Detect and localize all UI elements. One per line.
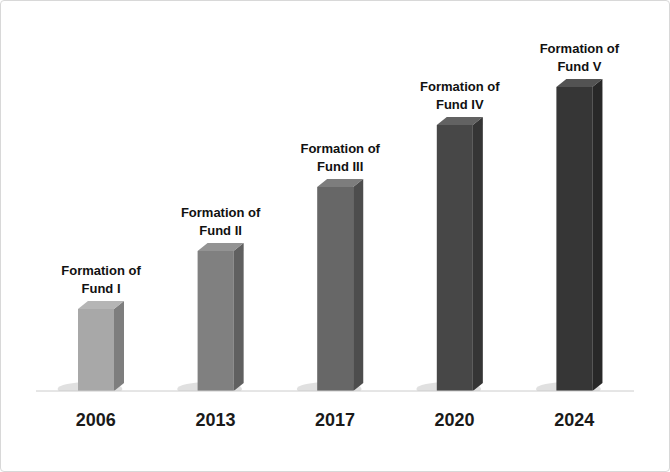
svg-text:2020: 2020 (435, 410, 475, 430)
svg-text:2024: 2024 (554, 410, 594, 430)
svg-text:2017: 2017 (315, 410, 355, 430)
svg-text:Formation ofFund II: Formation ofFund II (181, 205, 261, 238)
svg-text:Formation ofFund IV: Formation ofFund IV (420, 79, 500, 112)
svg-text:2006: 2006 (76, 410, 116, 430)
svg-text:Formation ofFund V: Formation ofFund V (540, 41, 620, 74)
svg-text:Formation ofFund III: Formation ofFund III (300, 141, 380, 174)
svg-text:Formation ofFund I: Formation ofFund I (61, 263, 141, 296)
svg-text:2013: 2013 (195, 410, 235, 430)
